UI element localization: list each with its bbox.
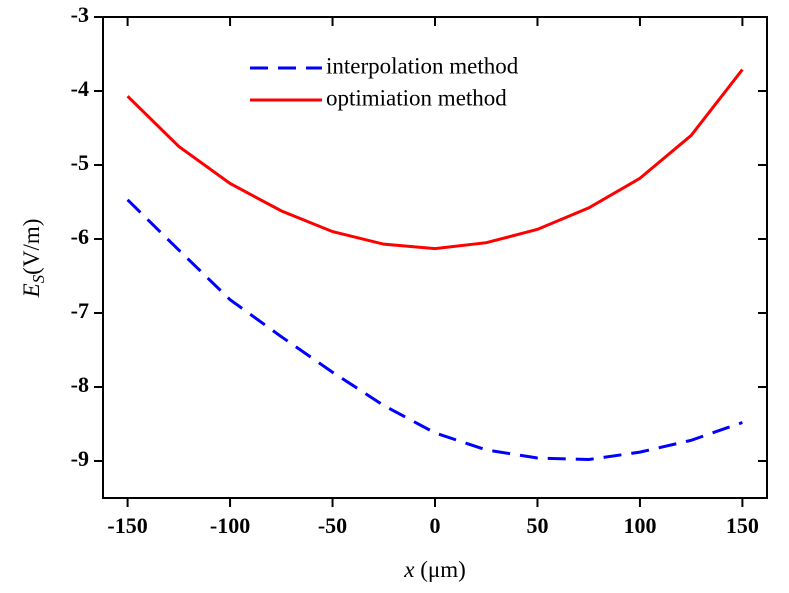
x-tick-label: 0 [430,513,441,538]
series-line [126,68,744,251]
y-tick-label: -9 [71,446,89,471]
legend-label: optimiation method [326,85,507,110]
y-tick-label: -4 [71,76,89,101]
x-tick-label: -150 [107,513,147,538]
y-axis-label: ES(V/m) [19,219,48,299]
y-tick-label: -5 [71,150,89,175]
x-tick-label: 100 [623,513,656,538]
x-label-unit: (μm) [420,557,466,582]
series-line [126,198,743,462]
y-label-subscript: S [29,274,48,283]
x-label-symbol: x [403,557,415,582]
y-tick-label: -3 [71,2,89,27]
x-axis-label: x (μm) [403,557,466,582]
y-tick-label: -7 [71,298,89,323]
x-tick-label: -50 [318,513,347,538]
y-tick-label: -6 [71,224,89,249]
y-label-symbol: E [19,283,44,298]
x-tick-label: 50 [526,513,548,538]
legend-label: interpolation method [326,53,519,78]
x-tick-label: 150 [726,513,759,538]
y-tick-label: -8 [71,372,89,397]
y-label-unit: (V/m) [19,219,44,275]
x-tick-label: -100 [210,513,250,538]
